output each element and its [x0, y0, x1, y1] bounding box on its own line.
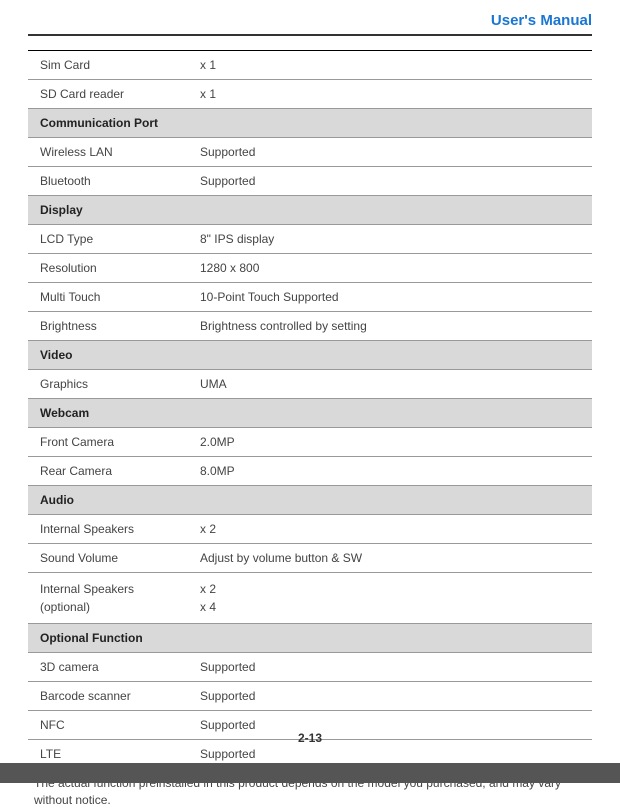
- section-label: Display: [28, 196, 592, 225]
- spec-label: Bluetooth: [28, 167, 188, 196]
- spec-value: Brightness controlled by setting: [188, 312, 592, 341]
- section-label: Webcam: [28, 399, 592, 428]
- table-row: 3D cameraSupported: [28, 653, 592, 682]
- spec-table: Sim Cardx 1SD Card readerx 1Communicatio…: [28, 50, 592, 769]
- spec-label: Sound Volume: [28, 544, 188, 573]
- spec-label: Front Camera: [28, 428, 188, 457]
- spec-value: x 1: [188, 51, 592, 80]
- spec-value: 8" IPS display: [188, 225, 592, 254]
- spec-label: 3D camera: [28, 653, 188, 682]
- page-number: 2-13: [0, 731, 620, 745]
- table-row: LCD Type8" IPS display: [28, 225, 592, 254]
- table-row: Sim Cardx 1: [28, 51, 592, 80]
- table-row: BluetoothSupported: [28, 167, 592, 196]
- table-row: Wireless LANSupported: [28, 138, 592, 167]
- table-row: Internal Speakers (optional)x 2x 4: [28, 573, 592, 624]
- spec-value: Supported: [188, 682, 592, 711]
- section-row: Display: [28, 196, 592, 225]
- spec-value: Supported: [188, 138, 592, 167]
- spec-label: Graphics: [28, 370, 188, 399]
- spec-value: Adjust by volume button & SW: [188, 544, 592, 573]
- spec-label: Barcode scanner: [28, 682, 188, 711]
- spec-value: Supported: [188, 653, 592, 682]
- spec-label: Internal Speakers (optional): [28, 573, 188, 624]
- manual-title: User's Manual: [491, 12, 592, 29]
- section-row: Webcam: [28, 399, 592, 428]
- spec-value: 1280 x 800: [188, 254, 592, 283]
- section-row: Optional Function: [28, 624, 592, 653]
- table-row: GraphicsUMA: [28, 370, 592, 399]
- spec-label: Multi Touch: [28, 283, 188, 312]
- table-row: SD Card readerx 1: [28, 80, 592, 109]
- spec-value: Supported: [188, 167, 592, 196]
- spec-value: 2.0MP: [188, 428, 592, 457]
- spec-label: Brightness: [28, 312, 188, 341]
- spec-label: Resolution: [28, 254, 188, 283]
- spec-label: Sim Card: [28, 51, 188, 80]
- section-row: Video: [28, 341, 592, 370]
- page-header: User's Manual: [28, 12, 592, 36]
- spec-label: LCD Type: [28, 225, 188, 254]
- section-row: Audio: [28, 486, 592, 515]
- table-row: Resolution1280 x 800: [28, 254, 592, 283]
- section-label: Video: [28, 341, 592, 370]
- table-row: Barcode scannerSupported: [28, 682, 592, 711]
- spec-value: x 1: [188, 80, 592, 109]
- spec-label: Wireless LAN: [28, 138, 188, 167]
- spec-label: SD Card reader: [28, 80, 188, 109]
- spec-value: 10-Point Touch Supported: [188, 283, 592, 312]
- section-row: Communication Port: [28, 109, 592, 138]
- table-row: Rear Camera8.0MP: [28, 457, 592, 486]
- spec-label: Internal Speakers: [28, 515, 188, 544]
- spec-value: UMA: [188, 370, 592, 399]
- section-label: Audio: [28, 486, 592, 515]
- section-label: Optional Function: [28, 624, 592, 653]
- bottom-bar: [0, 763, 620, 783]
- table-row: BrightnessBrightness controlled by setti…: [28, 312, 592, 341]
- spec-value: 8.0MP: [188, 457, 592, 486]
- spec-value: x 2: [188, 515, 592, 544]
- section-label: Communication Port: [28, 109, 592, 138]
- spec-label: Rear Camera: [28, 457, 188, 486]
- spec-table-body: Sim Cardx 1SD Card readerx 1Communicatio…: [28, 51, 592, 769]
- table-row: Front Camera2.0MP: [28, 428, 592, 457]
- table-row: Sound VolumeAdjust by volume button & SW: [28, 544, 592, 573]
- table-row: Internal Speakersx 2: [28, 515, 592, 544]
- table-row: Multi Touch10-Point Touch Supported: [28, 283, 592, 312]
- spec-value: x 2x 4: [188, 573, 592, 624]
